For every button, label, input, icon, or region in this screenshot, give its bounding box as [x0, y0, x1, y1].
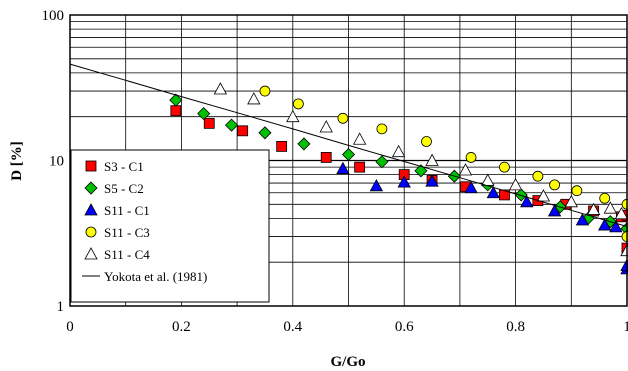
data-point [586, 202, 601, 215]
data-point [320, 152, 332, 163]
data-point [391, 144, 406, 158]
data-point [481, 173, 495, 186]
series-s11-c3 [259, 85, 628, 242]
data-point [297, 137, 311, 151]
data-point [170, 105, 182, 117]
x-tick-label: 0.6 [395, 319, 414, 335]
data-point [354, 161, 366, 173]
data-point [549, 179, 560, 191]
legend-swatch [84, 181, 98, 195]
data-point [599, 192, 611, 204]
data-point [514, 188, 528, 202]
legend: S3 - C1 S5 - C2 S11 - C1 S11 - C3 S11 - C4 Yo… [70, 149, 270, 303]
data-point [259, 85, 271, 97]
data-point [292, 98, 304, 110]
legend-label: S11 - C4 [104, 247, 150, 262]
x-tick-label: 0.2 [172, 319, 191, 335]
data-point [376, 123, 388, 135]
x-tick-label: 0.8 [506, 319, 525, 335]
y-axis-label: D [%] [9, 141, 25, 181]
data-point [536, 189, 551, 202]
x-axis-label: G/Go [330, 354, 365, 370]
reference-curve [69, 63, 628, 227]
data-point [547, 204, 562, 217]
data-point [319, 120, 333, 133]
data-point [247, 92, 261, 105]
legend-label: S3 - C1 [104, 159, 144, 174]
data-point [414, 164, 428, 178]
data-point [352, 132, 367, 145]
data-point [341, 147, 356, 162]
data-point [499, 161, 510, 173]
data-point [520, 194, 534, 208]
plot-frame [69, 14, 628, 307]
data-point [614, 206, 628, 220]
legend-box [70, 149, 270, 303]
data-point [203, 117, 215, 129]
data-point [286, 109, 300, 123]
x-tick-label: 0.4 [283, 319, 302, 335]
series-yokota-et-al-1981 [69, 63, 628, 227]
data-point [336, 161, 350, 174]
legend-label: S11 - C1 [104, 203, 150, 218]
data-point [369, 178, 384, 192]
series-layer [69, 63, 628, 275]
data-point [276, 140, 288, 152]
data-point [169, 93, 183, 107]
data-point [421, 136, 432, 147]
data-point [508, 178, 523, 191]
legend-swatch [84, 203, 98, 216]
data-point [213, 82, 228, 95]
data-point [458, 163, 473, 176]
data-point [571, 185, 583, 197]
y-tick-label: 100 [42, 8, 65, 24]
data-point [465, 152, 477, 163]
data-point [486, 185, 500, 199]
data-point [397, 175, 411, 188]
legend-swatch [85, 226, 97, 238]
data-point [337, 112, 349, 124]
y-tick-label: 1 [57, 299, 65, 315]
x-tick-label: 0 [66, 319, 74, 335]
series-s11-c4 [213, 82, 628, 257]
data-point [532, 170, 544, 182]
data-point [575, 213, 590, 226]
data-point [375, 155, 389, 169]
data-point [564, 194, 578, 208]
data-point [499, 189, 510, 201]
y-tick-label: 10 [49, 154, 64, 170]
data-point [603, 201, 617, 214]
data-point [237, 125, 249, 137]
x-tick-label: 1 [623, 319, 628, 335]
legend-swatch [84, 247, 98, 260]
legend-swatch [85, 160, 97, 172]
tick-labels: 0 0.2 0.4 0.6 0.8 1 1 10 100 [42, 8, 628, 335]
data-point [609, 220, 623, 233]
legend-label: S5 - C2 [104, 181, 144, 196]
data-point [197, 107, 211, 121]
series-s11-c1 [336, 161, 628, 275]
data-point [224, 118, 239, 132]
legend-label: S11 - C3 [104, 225, 150, 240]
data-point [464, 180, 478, 194]
legend-label: Yokota et al. (1981) [104, 269, 207, 284]
data-point [425, 174, 439, 187]
series-s5-c2 [169, 93, 628, 236]
data-point [425, 153, 439, 166]
data-point [258, 126, 272, 140]
data-point [598, 218, 612, 231]
